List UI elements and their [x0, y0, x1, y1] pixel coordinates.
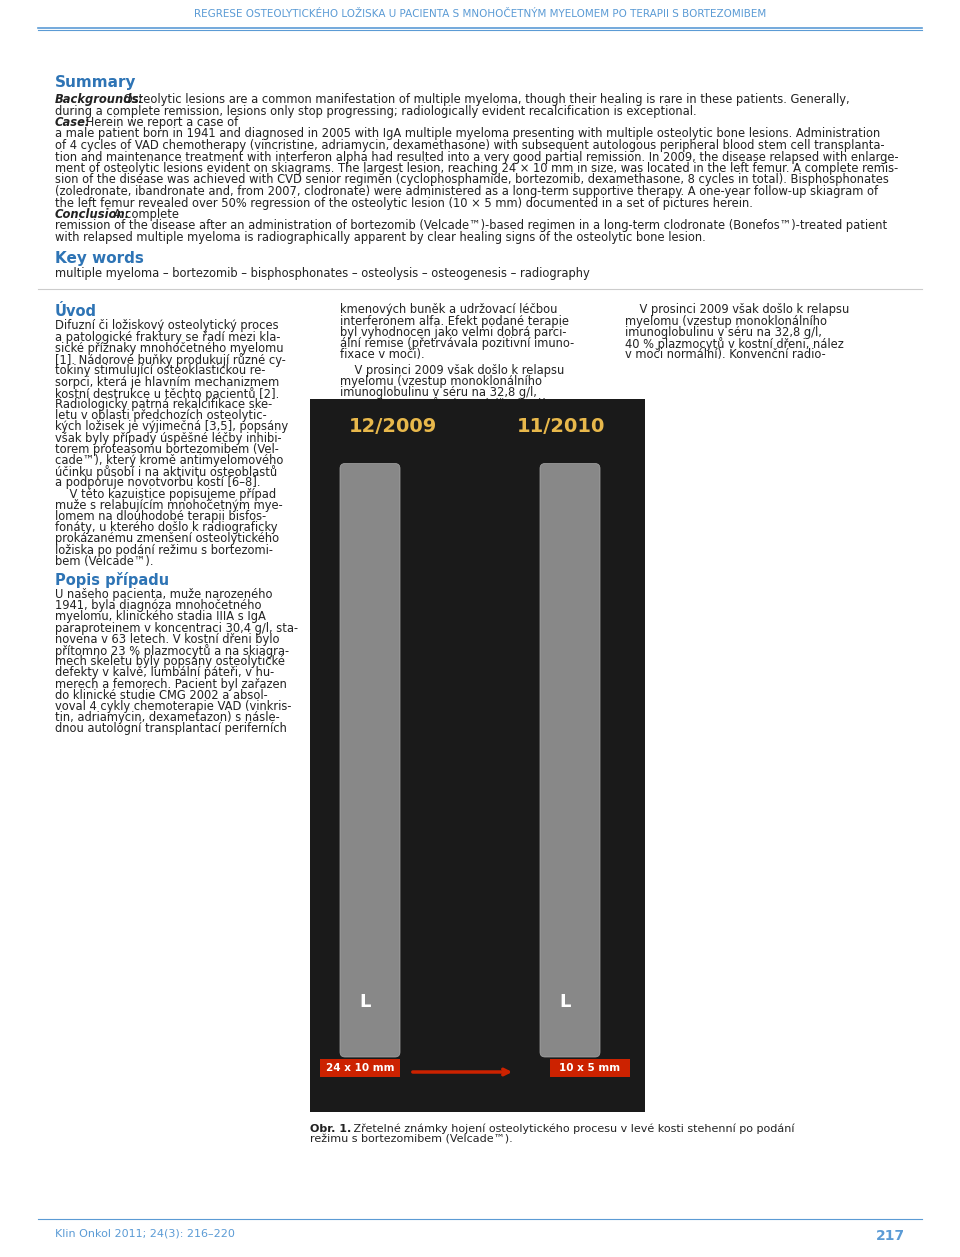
Text: však byly případy úspěšné léčby inhibi-: však byly případy úspěšné léčby inhibi-	[55, 431, 281, 445]
Text: (zoledronate, ibandronate and, from 2007, clodronate) were administered as a lon: (zoledronate, ibandronate and, from 2007…	[55, 185, 878, 199]
Text: Summary: Summary	[55, 75, 136, 91]
Text: tin, adriamycin, dexametazon) s násle-: tin, adriamycin, dexametazon) s násle-	[55, 711, 279, 724]
Text: L: L	[560, 993, 570, 1011]
Text: L: L	[359, 993, 371, 1011]
Text: sorpci, která je hlavním mechanizmem: sorpci, která je hlavním mechanizmem	[55, 376, 279, 388]
Text: V této kazuistice popisujeme případ: V této kazuistice popisujeme případ	[55, 488, 276, 500]
Text: prokázanému zmenšení osteolytického: prokázanému zmenšení osteolytického	[55, 532, 279, 546]
Text: of 4 cycles of VAD chemotherapy (vincristine, adriamycin, dexamethasone) with su: of 4 cycles of VAD chemotherapy (vincris…	[55, 140, 884, 152]
Text: Conclusion:: Conclusion:	[55, 207, 131, 221]
Text: torem proteasomu bortezomibem (Vel-: torem proteasomu bortezomibem (Vel-	[55, 442, 278, 456]
Text: multiple myeloma – bortezomib – bisphosphonates – osteolysis – osteogenesis – ra: multiple myeloma – bortezomib – bisphosp…	[55, 266, 589, 279]
Text: lomem na dlouhodobé terapii bisfos-: lomem na dlouhodobé terapii bisfos-	[55, 510, 266, 523]
Text: Popis případu: Popis případu	[55, 572, 169, 588]
Text: do klinické studie CMG 2002 a absol-: do klinické studie CMG 2002 a absol-	[55, 689, 268, 701]
Text: imunoglobulinu v séru na 32,8 g/l,: imunoglobulinu v séru na 32,8 g/l,	[625, 326, 822, 339]
Text: V prosinci 2009 však došlo k relapsu: V prosinci 2009 však došlo k relapsu	[625, 303, 850, 317]
Text: 40 % plazmocytů v kostní dřeni, nález: 40 % plazmocytů v kostní dřeni, nález	[625, 337, 844, 351]
Text: v moči normální). Konvenční radio-: v moči normální). Konvenční radio-	[340, 409, 540, 421]
Text: 10 x 5 mm: 10 x 5 mm	[560, 1063, 620, 1073]
Text: REGRESE OSTEOLYTICKÉHO LOŽISKA U PACIENTA S MNOHOČETNÝM MYELOMEM PO TERAPII S BO: REGRESE OSTEOLYTICKÉHO LOŽISKA U PACIENT…	[194, 9, 766, 19]
Text: tion and maintenance treatment with interferon alpha had resulted into a very go: tion and maintenance treatment with inte…	[55, 151, 899, 163]
Text: a male patient born in 1941 and diagnosed in 2005 with IgA multiple myeloma pres: a male patient born in 1941 and diagnose…	[55, 127, 880, 141]
Text: cade™), který kromě antimyelomového: cade™), který kromě antimyelomového	[55, 454, 283, 466]
Text: přítomno 23 % plazmocytů a na skiagra-: přítomno 23 % plazmocytů a na skiagra-	[55, 644, 289, 657]
Text: fixace v moči).: fixace v moči).	[340, 348, 424, 361]
Text: voval 4 cykly chemoterapie VAD (vinkris-: voval 4 cykly chemoterapie VAD (vinkris-	[55, 700, 292, 713]
Text: Klin Onkol 2011; 24(3): 216–220: Klin Onkol 2011; 24(3): 216–220	[55, 1229, 235, 1239]
Text: paraproteinem v koncentraci 30,4 g/l, sta-: paraproteinem v koncentraci 30,4 g/l, st…	[55, 621, 299, 635]
Text: Zřetelné známky hojení osteolytického procesu v levé kosti stehenní po podání: Zřetelné známky hojení osteolytického pr…	[350, 1124, 795, 1135]
Text: ální remise (přetrvávala pozitivní imuno-: ální remise (přetrvávala pozitivní imuno…	[340, 337, 574, 351]
Text: fonáty, u kterého došlo k radiograficky: fonáty, u kterého došlo k radiograficky	[55, 522, 277, 534]
Bar	[550, 1058, 630, 1077]
Text: Radiologicky patrná rekalcifikace ske-: Radiologicky patrná rekalcifikace ske-	[55, 398, 273, 411]
Text: ložiska po podání režimu s bortezomi-: ložiska po podání režimu s bortezomi-	[55, 543, 273, 557]
Text: Key words: Key words	[55, 250, 144, 265]
Text: A complete: A complete	[110, 207, 180, 221]
Text: mech skeletu byly popsány osteolytické: mech skeletu byly popsány osteolytické	[55, 655, 285, 669]
Text: 1941, byla diagnóza mnohočetného: 1941, byla diagnóza mnohočetného	[55, 600, 261, 612]
Text: muže s relabujícím mnohočetným mye-: muže s relabujícím mnohočetným mye-	[55, 499, 283, 512]
Text: U našeho pacienta, muže narozeného: U našeho pacienta, muže narozeného	[55, 588, 273, 601]
Text: byl vyhodnocen jako velmi dobrá parci-: byl vyhodnocen jako velmi dobrá parci-	[340, 326, 566, 339]
Text: myelomu (vzestup monoklonálního: myelomu (vzestup monoklonálního	[340, 375, 542, 387]
Text: V prosinci 2009 však došlo k relapsu: V prosinci 2009 však došlo k relapsu	[340, 363, 564, 377]
Text: defekty v kalvě, lumbální páteři, v hu-: defekty v kalvě, lumbální páteři, v hu-	[55, 666, 275, 679]
FancyBboxPatch shape	[340, 464, 400, 1057]
Text: interferonem alfa. Efekt podané terapie: interferonem alfa. Efekt podané terapie	[340, 314, 569, 328]
FancyBboxPatch shape	[540, 464, 600, 1057]
Text: 217: 217	[876, 1229, 905, 1243]
Text: merech a femorech. Pacient byl zařazen: merech a femorech. Pacient byl zařazen	[55, 678, 287, 690]
Text: kostní destrukce u těchto pacientů [2].: kostní destrukce u těchto pacientů [2].	[55, 387, 279, 401]
Text: 12/2009: 12/2009	[348, 416, 437, 435]
Text: účinku působí i na aktivitu osteoblastů: účinku působí i na aktivitu osteoblastů	[55, 465, 277, 479]
Text: Difuzní či ložiskový osteolytický proces: Difuzní či ložiskový osteolytický proces	[55, 319, 278, 333]
Bar	[310, 398, 645, 1112]
Text: letu v oblasti předchozích osteolytic-: letu v oblasti předchozích osteolytic-	[55, 409, 267, 422]
Text: the left femur revealed over 50% regression of the osteolytic lesion (10 × 5 mm): the left femur revealed over 50% regress…	[55, 196, 756, 210]
Text: [1]. Nádorové buňky produkují různé cy-: [1]. Nádorové buňky produkují různé cy-	[55, 353, 286, 367]
Text: Backgrounds:: Backgrounds:	[55, 93, 144, 106]
Text: v moči normální). Konvenční radio-: v moči normální). Konvenční radio-	[625, 348, 826, 361]
Text: during a complete remission, lesions only stop progressing; radiologically evide: during a complete remission, lesions onl…	[55, 104, 700, 117]
Text: ment of osteolytic lesions evident on skiagrams. The largest lesion, reaching 24: ment of osteolytic lesions evident on sk…	[55, 162, 899, 175]
Text: režimu s bortezomibem (Velcade™).: režimu s bortezomibem (Velcade™).	[310, 1135, 513, 1145]
Text: Osteolytic lesions are a common manifestation of multiple myeloma, though their : Osteolytic lesions are a common manifest…	[120, 93, 850, 106]
Text: 11/2010: 11/2010	[516, 416, 605, 435]
Text: myelomu, klinického stadia IIIA s IgA: myelomu, klinického stadia IIIA s IgA	[55, 611, 266, 623]
Text: kých ložisek je výjimečná [3,5], popsány: kých ložisek je výjimečná [3,5], popsány	[55, 420, 288, 434]
Text: remission of the disease after an administration of bortezomib (Velcade™)-based : remission of the disease after an admini…	[55, 220, 887, 233]
Text: with relapsed multiple myeloma is radiographically apparent by clear healing sig: with relapsed multiple myeloma is radiog…	[55, 231, 706, 244]
Text: bem (Velcade™).: bem (Velcade™).	[55, 554, 154, 568]
Text: imunoglobulinu v séru na 32,8 g/l,: imunoglobulinu v séru na 32,8 g/l,	[340, 386, 537, 398]
Text: novena v 63 letech. V kostní dřeni bylo: novena v 63 letech. V kostní dřeni bylo	[55, 632, 279, 646]
Text: 24 x 10 mm: 24 x 10 mm	[325, 1063, 395, 1073]
Text: kmenových buněk a udržovací léčbou: kmenových buněk a udržovací léčbou	[340, 303, 558, 317]
Text: Úvod: Úvod	[55, 303, 97, 318]
Bar	[320, 1058, 400, 1077]
Text: tokiny stimulující osteoklastickou re-: tokiny stimulující osteoklastickou re-	[55, 365, 266, 377]
Text: a patologické fraktury se řadí mezi kla-: a patologické fraktury se řadí mezi kla-	[55, 331, 280, 343]
Text: Case:: Case:	[55, 116, 90, 129]
Text: a podporuje novotvorbu kostí [6–8].: a podporuje novotvorbu kostí [6–8].	[55, 476, 260, 489]
Text: sické příznaky mnohočetného myelomu: sické příznaky mnohočetného myelomu	[55, 342, 283, 354]
Text: dnou autologní transplantací periferních: dnou autologní transplantací periferních	[55, 723, 287, 735]
Text: sion of the disease was achieved with CVD senior regimen (cyclophosphamide, bort: sion of the disease was achieved with CV…	[55, 173, 889, 186]
Text: 40 % plazmocytů v kostní dřeni, nález: 40 % plazmocytů v kostní dřeni, nález	[340, 397, 559, 411]
Text: Obr. 1.: Obr. 1.	[310, 1124, 351, 1134]
Text: Herein we report a case of: Herein we report a case of	[82, 116, 238, 129]
Text: myelomu (vzestup monoklonálního: myelomu (vzestup monoklonálního	[625, 314, 827, 328]
